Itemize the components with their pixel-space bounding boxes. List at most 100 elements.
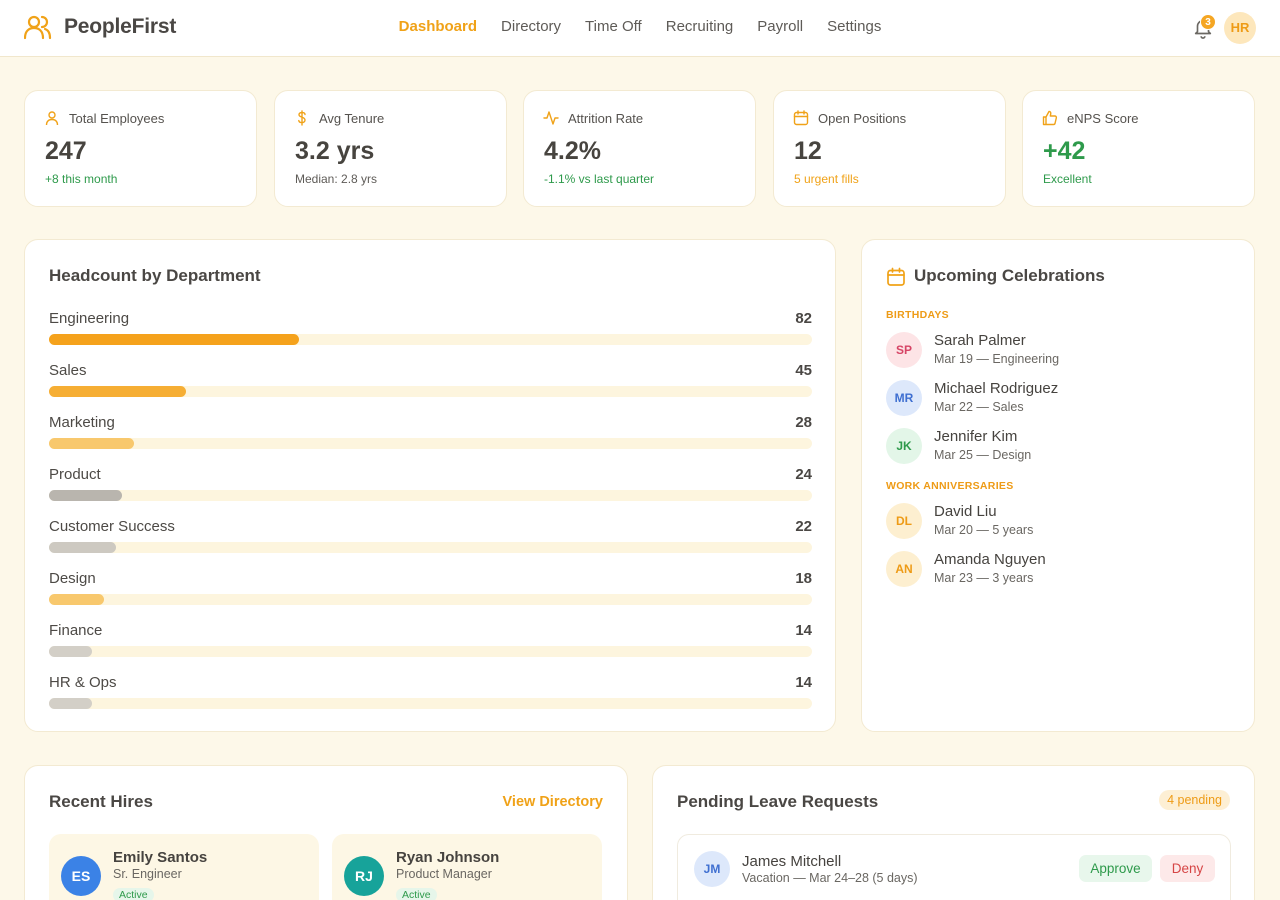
celebration-item[interactable]: MR Michael Rodriguez Mar 22 — Sales	[886, 379, 1226, 419]
stat-label: Open Positions	[818, 111, 907, 126]
department-row: Finance 14	[49, 622, 812, 666]
celebration-item[interactable]: AN Amanda Nguyen Mar 23 — 3 years	[886, 550, 1226, 590]
department-name: Customer Success	[49, 518, 175, 535]
department-count: 45	[795, 362, 812, 379]
celebration-item[interactable]: SP Sarah Palmer Mar 19 — Engineering	[886, 331, 1226, 371]
department-count: 22	[795, 518, 812, 535]
deny-button[interactable]: Deny	[1160, 855, 1215, 882]
person-detail: Mar 20 — 5 years	[934, 523, 1034, 537]
stat-sub: Excellent	[1043, 172, 1092, 186]
nav-payroll[interactable]: Payroll	[757, 18, 804, 35]
view-directory-link[interactable]: View Directory	[502, 794, 603, 810]
nav-settings[interactable]: Settings	[827, 18, 882, 35]
recent-hires-panel: Recent Hires View Directory ES Emily San…	[24, 765, 628, 900]
status-badge: Active	[113, 888, 154, 900]
department-row: HR & Ops 14	[49, 674, 812, 718]
department-bar-track	[49, 490, 812, 501]
activity-icon	[543, 111, 559, 125]
person-detail: Mar 23 — 3 years	[934, 571, 1034, 585]
avatar: MR	[886, 380, 922, 416]
person-name: Jennifer Kim	[934, 428, 1018, 445]
approve-button[interactable]: Approve	[1079, 855, 1152, 882]
status-badge: Active	[396, 888, 437, 900]
stat-card-enps-score: eNPS Score +42 Excellent	[1022, 90, 1255, 207]
top-navigation-bar: PeopleFirst Dashboard Directory Time Off…	[0, 0, 1280, 57]
celebration-item[interactable]: JK Jennifer Kim Mar 25 — Design	[886, 427, 1226, 467]
avatar: SP	[886, 332, 922, 368]
brand[interactable]: PeopleFirst	[24, 14, 176, 40]
calendar-icon	[887, 267, 905, 286]
department-row: Customer Success 22	[49, 518, 812, 562]
department-bar	[49, 386, 187, 397]
department-count: 18	[795, 570, 812, 587]
notification-badge: 3	[1200, 14, 1216, 30]
department-row: Marketing 28	[49, 414, 812, 458]
person-name: Michael Rodriguez	[934, 380, 1059, 397]
person-name: Amanda Nguyen	[934, 551, 1046, 568]
headcount-panel: Headcount by Department Engineering 82 Sal…	[24, 239, 836, 732]
stat-label: Attrition Rate	[568, 111, 644, 126]
department-bar	[49, 646, 92, 657]
department-name: Product	[49, 466, 101, 483]
department-row: Product 24	[49, 466, 812, 510]
stat-value: 3.2 yrs	[295, 137, 375, 165]
department-name: Engineering	[49, 310, 130, 327]
person-detail: Mar 22 — Sales	[934, 400, 1024, 414]
panel-title: Upcoming Celebrations	[914, 266, 1105, 285]
department-name: Marketing	[49, 414, 115, 431]
department-bar-track	[49, 386, 812, 397]
hire-name: Ryan Johnson	[396, 849, 500, 866]
person-detail: Mar 25 — Design	[934, 448, 1032, 462]
celebrations-panel: Upcoming Celebrations BIRTHDAYS SP Sarah …	[861, 239, 1255, 732]
requester-name: James Mitchell	[742, 853, 842, 870]
stat-label: eNPS Score	[1067, 111, 1139, 126]
department-bar	[49, 594, 104, 605]
user-icon	[45, 111, 59, 126]
stat-sub: Median: 2.8 yrs	[295, 172, 378, 186]
stat-card-attrition-rate: Attrition Rate 4.2% -1.1% vs last quarte…	[523, 90, 756, 207]
pending-badge: 4 pending	[1159, 790, 1230, 810]
nav-recruiting[interactable]: Recruiting	[665, 18, 734, 35]
department-bar	[49, 542, 117, 553]
department-bar-track	[49, 646, 812, 657]
hire-card[interactable]: ES Emily Santos Sr. Engineer Active	[49, 834, 319, 900]
stat-label: Avg Tenure	[319, 111, 385, 126]
stat-label: Total Employees	[69, 111, 165, 126]
department-bar-track	[49, 542, 812, 553]
leave-request-item: JM James Mitchell Vacation — Mar 24–28 (…	[677, 834, 1231, 900]
nav-dashboard[interactable]: Dashboard	[398, 18, 478, 35]
nav-directory[interactable]: Directory	[501, 18, 562, 35]
stat-value: 247	[45, 137, 87, 165]
person-name: David Liu	[934, 503, 997, 520]
celebration-item[interactable]: DL David Liu Mar 20 — 5 years	[886, 502, 1226, 542]
department-bar	[49, 490, 123, 501]
stat-value: +42	[1043, 137, 1086, 165]
department-bar	[49, 698, 92, 709]
avatar: ES	[61, 856, 101, 896]
birthdays-label: BIRTHDAYS	[886, 309, 949, 321]
user-avatar[interactable]: HR	[1224, 12, 1256, 44]
people-logo-icon	[24, 15, 52, 40]
avatar: RJ	[344, 856, 384, 896]
dollar-icon	[298, 110, 306, 126]
stat-value: 4.2%	[544, 137, 601, 165]
department-bar-track	[49, 698, 812, 709]
department-count: 28	[795, 414, 812, 431]
panel-title: Headcount by Department	[49, 266, 261, 285]
nav-time-off[interactable]: Time Off	[585, 18, 642, 35]
main-nav: Dashboard Directory Time Off Recruiting …	[0, 18, 1280, 35]
avatar: DL	[886, 503, 922, 539]
department-name: Finance	[49, 622, 103, 639]
hire-card[interactable]: RJ Ryan Johnson Product Manager Active	[332, 834, 602, 900]
panel-title: Pending Leave Requests	[677, 792, 879, 811]
stat-card-total-employees: Total Employees 247 +8 this month	[24, 90, 257, 207]
department-count: 14	[795, 674, 812, 691]
department-name: HR & Ops	[49, 674, 117, 691]
department-count: 24	[795, 466, 812, 483]
person-name: Sarah Palmer	[934, 332, 1026, 349]
person-detail: Mar 19 — Engineering	[934, 352, 1060, 366]
department-row: Engineering 82	[49, 310, 812, 354]
anniversaries-label: WORK ANNIVERSARIES	[886, 480, 1014, 492]
stat-card-open-positions: Open Positions 12 5 urgent fills	[773, 90, 1006, 207]
panel-title: Recent Hires	[49, 792, 153, 811]
